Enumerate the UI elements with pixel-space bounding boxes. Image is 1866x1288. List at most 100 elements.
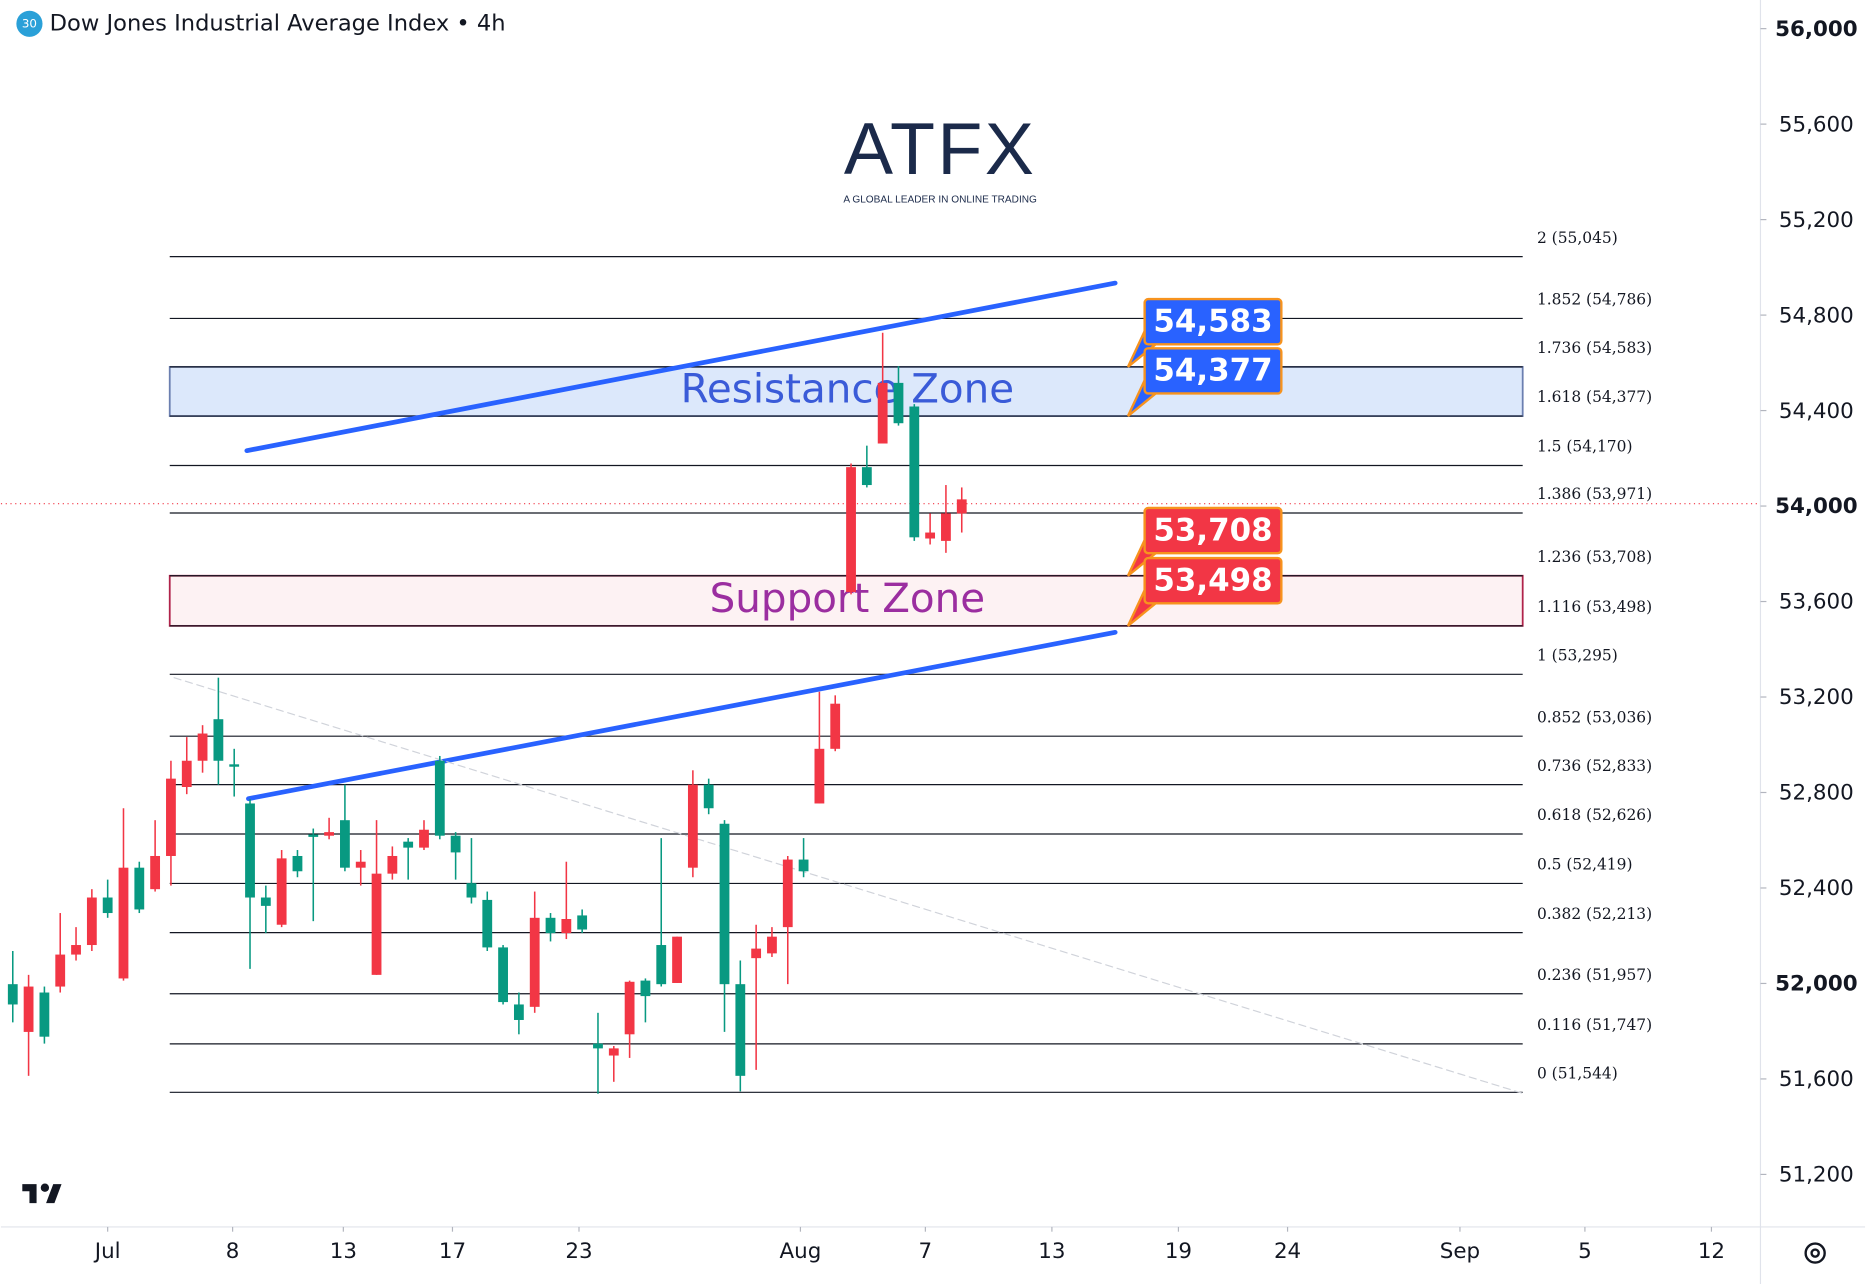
candle-body [102, 897, 113, 914]
fib-label: 0.116 (51,747) [1537, 1016, 1652, 1034]
candle-body [545, 917, 556, 934]
candle-body [150, 855, 161, 890]
candle-body [355, 861, 366, 868]
candle-body [482, 899, 493, 948]
candle-body [909, 406, 920, 538]
x-tick-label: 19 [1165, 1239, 1192, 1264]
candle-body [877, 382, 888, 444]
fib-label: 0.852 (53,036) [1537, 708, 1652, 726]
candle-body [86, 897, 97, 946]
x-tick-label: Aug [780, 1239, 822, 1264]
callout-label: 54,377 [1153, 353, 1272, 389]
candle-body [719, 823, 730, 985]
callout-label: 54,583 [1153, 303, 1272, 339]
settings-icon[interactable] [1804, 1242, 1826, 1264]
logo-tagline: A GLOBAL LEADER IN ONLINE TRADING [843, 194, 1037, 205]
candle-body [767, 936, 777, 954]
y-tick-label: 53,600 [1779, 590, 1854, 615]
x-tick-label: Sep [1440, 1239, 1480, 1264]
fib-label: 1.116 (53,498) [1537, 598, 1652, 616]
candle-body [403, 841, 414, 848]
candle-body [434, 760, 445, 836]
candle-body [340, 820, 350, 868]
callout-box [1143, 347, 1283, 395]
candle-body [23, 986, 34, 1032]
y-tick-label: 53,200 [1779, 685, 1854, 710]
candle-body [166, 778, 176, 856]
y-tick-label: 51,600 [1779, 1067, 1854, 1092]
candle-body [118, 867, 129, 979]
x-tick-label: Jul [93, 1239, 121, 1264]
callout-box [1143, 556, 1283, 605]
callout-box [1143, 506, 1283, 555]
x-tick-label: 23 [565, 1239, 592, 1264]
fib-label: 0.236 (51,957) [1537, 966, 1652, 984]
fib-label: 0.5 (52,419) [1537, 856, 1633, 874]
plot-layer: 2 (55,045) 1.852 (54,786) 1.736 (54,583) 1.… [0, 229, 1761, 1095]
fib-label: 1.736 (54,583) [1537, 339, 1652, 357]
fib-label: 0.618 (52,626) [1537, 806, 1652, 824]
candle-body [213, 719, 224, 761]
candle-body [561, 919, 572, 934]
candle-body [640, 980, 651, 997]
y-tick-label: 55,600 [1779, 112, 1854, 137]
candle-body [656, 945, 667, 985]
candle-body [782, 859, 793, 928]
y-tick-label: 54,400 [1779, 399, 1854, 424]
x-tick-label: 24 [1274, 1239, 1301, 1264]
candle-body [466, 883, 477, 898]
candle-body [7, 984, 18, 1005]
candle-body [956, 499, 967, 514]
candle-body [134, 867, 145, 910]
candle-body [260, 897, 271, 906]
chart-title: Dow Jones Industrial Average Index • 4h [50, 10, 506, 36]
x-tick-label: 12 [1698, 1239, 1725, 1264]
candle-body [941, 513, 951, 541]
y-tick-label: 54,800 [1779, 303, 1854, 328]
candle-body [276, 858, 287, 925]
candle-body [925, 532, 936, 539]
candle-body [419, 829, 429, 848]
x-tick-label: 17 [439, 1239, 466, 1264]
trendline [246, 629, 1118, 802]
candle-body [577, 915, 588, 930]
candle-body [55, 954, 66, 987]
candle-body [861, 467, 872, 486]
candle-body [687, 784, 698, 868]
x-tick-label: 7 [919, 1239, 933, 1264]
candle-body [830, 703, 841, 749]
zone [168, 365, 1524, 417]
candle-body [798, 859, 809, 872]
candle-body [450, 835, 461, 853]
x-tick-label: 8 [226, 1239, 240, 1264]
callout-box [1143, 297, 1283, 346]
y-tick-label: 52,800 [1779, 781, 1854, 806]
candle-body [371, 873, 382, 975]
trendline [244, 280, 1118, 454]
candle-body [229, 764, 240, 767]
fib-label: 1.236 (53,708) [1537, 548, 1652, 566]
y-tick-label: 52,400 [1779, 876, 1854, 901]
candle-body [197, 733, 208, 761]
fib-label: 0.382 (52,213) [1537, 905, 1652, 923]
x-tick-label: 5 [1578, 1239, 1592, 1264]
candle-body [735, 984, 746, 1076]
candle-body [387, 855, 398, 874]
candle-body [245, 803, 255, 898]
callout-label: 53,498 [1153, 562, 1272, 598]
candle-body [703, 784, 714, 809]
candle-body [814, 748, 825, 804]
fib-label: 1 (53,295) [1537, 647, 1618, 665]
y-tick-label: 51,200 [1779, 1163, 1854, 1188]
candle-body [529, 917, 540, 1007]
x-tick-label: 13 [1038, 1239, 1065, 1264]
fib-label: 1.852 (54,786) [1537, 291, 1652, 309]
candle-body [751, 948, 762, 959]
candle-body [71, 945, 81, 955]
logo-text: ATFX [844, 107, 1036, 190]
candle-body [308, 834, 319, 837]
candle-body [893, 382, 904, 424]
badge-text: 30 [22, 16, 37, 30]
badge-circle [16, 10, 43, 37]
candle-body [292, 855, 303, 872]
